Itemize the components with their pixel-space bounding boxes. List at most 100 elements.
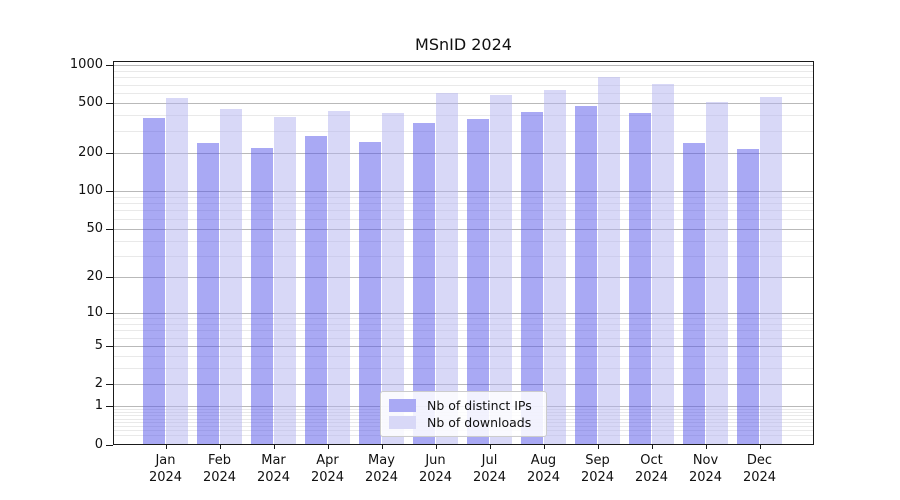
y-tick-mark-1	[106, 406, 113, 408]
bar-nb-of-downloads-feb-2024	[220, 108, 242, 444]
gridline-100	[114, 191, 813, 192]
plot-area: Nb of distinct IPs Nb of downloads	[113, 61, 814, 445]
bar-nb-of-distinct-ips-nov-2024	[683, 143, 705, 444]
y-tick-mark-100	[106, 191, 113, 192]
y-tick-mark-2	[106, 384, 113, 386]
x-tick-mark-may-2024	[381, 445, 383, 449]
y-tick-label-1: 1	[94, 398, 103, 414]
gridline-8	[114, 323, 813, 325]
gridline-40	[114, 240, 813, 242]
y-tick-label-10: 10	[86, 304, 103, 320]
gridline-5	[114, 346, 813, 348]
bar-nb-of-downloads-sep-2024	[598, 76, 620, 444]
gridline-700	[114, 84, 813, 86]
bar-nb-of-distinct-ips-apr-2024	[305, 135, 327, 444]
x-tick-mark-aug-2024	[543, 445, 545, 449]
y-tick-mark-50	[106, 228, 113, 230]
x-tick-mark-sep-2024	[597, 445, 599, 449]
y-tick-mark-1000	[106, 64, 113, 66]
x-tick-mark-feb-2024	[219, 445, 221, 449]
x-tick-label-jan-2024: Jan 2024	[148, 453, 183, 485]
y-tick-label-0: 0	[94, 436, 103, 452]
gridline-600	[114, 93, 813, 94]
gridline-6	[114, 337, 813, 339]
bar-nb-of-downloads-mar-2024	[274, 116, 296, 444]
y-tick-label-1000: 1000	[69, 56, 103, 72]
y-tick-label-50: 50	[86, 220, 103, 236]
bar-nb-of-downloads-oct-2024	[652, 84, 674, 444]
x-tick-label-aug-2024: Aug 2024	[526, 453, 561, 485]
bar-nb-of-distinct-ips-may-2024	[359, 142, 381, 444]
legend-item-downloads: Nb of downloads	[389, 415, 538, 430]
gridline-7	[114, 330, 813, 332]
x-tick-mark-nov-2024	[705, 445, 707, 449]
y-tick-mark-5	[106, 346, 113, 348]
bar-nb-of-downloads-nov-2024	[706, 101, 728, 444]
gridline-400	[114, 115, 813, 117]
gridline-4	[114, 356, 813, 358]
gridline-10	[114, 312, 813, 314]
gridline-60	[114, 218, 813, 220]
legend-label-distinct-ips: Nb of distinct IPs	[427, 398, 532, 413]
x-tick-label-nov-2024: Nov 2024	[688, 453, 723, 485]
gridline-500	[114, 103, 813, 104]
x-tick-label-sep-2024: Sep 2024	[580, 453, 615, 485]
bars-layer	[114, 62, 813, 444]
x-tick-mark-apr-2024	[327, 445, 329, 449]
gridline-200	[114, 153, 813, 155]
gridline-2	[114, 384, 813, 386]
gridline-90	[114, 196, 813, 198]
x-tick-mark-oct-2024	[651, 445, 653, 449]
bar-nb-of-distinct-ips-dec-2024	[737, 149, 759, 444]
bar-nb-of-distinct-ips-aug-2024	[521, 111, 543, 444]
chart-title: MSnID 2024	[415, 35, 512, 54]
legend-label-downloads: Nb of downloads	[427, 415, 532, 430]
bar-nb-of-downloads-jun-2024	[436, 93, 458, 444]
gridline-50	[114, 228, 813, 230]
x-tick-label-jul-2024: Jul 2024	[472, 453, 507, 485]
x-tick-mark-mar-2024	[273, 445, 275, 449]
bar-nb-of-downloads-jan-2024	[166, 97, 188, 444]
bar-nb-of-distinct-ips-jun-2024	[413, 122, 435, 444]
y-tick-label-5: 5	[94, 338, 103, 354]
x-tick-label-jun-2024: Jun 2024	[418, 453, 453, 485]
bar-nb-of-distinct-ips-sep-2024	[575, 106, 597, 444]
y-tick-label-20: 20	[86, 269, 103, 285]
legend: Nb of distinct IPs Nb of downloads	[380, 391, 547, 437]
gridline-20	[114, 277, 813, 279]
gridline-3	[114, 368, 813, 370]
gridline-900	[114, 70, 813, 72]
y-tick-mark-200	[106, 153, 113, 155]
y-tick-label-500: 500	[78, 95, 103, 110]
y-tick-label-100: 100	[78, 183, 103, 198]
bar-nb-of-distinct-ips-mar-2024	[251, 147, 273, 444]
x-tick-label-apr-2024: Apr 2024	[310, 453, 345, 485]
y-tick-mark-0	[106, 444, 113, 446]
gridline-80	[114, 203, 813, 205]
bar-nb-of-distinct-ips-feb-2024	[197, 143, 219, 444]
bar-nb-of-downloads-may-2024	[382, 112, 404, 444]
bar-nb-of-distinct-ips-jan-2024	[143, 118, 165, 444]
legend-swatch-distinct-ips	[389, 399, 416, 412]
bar-nb-of-downloads-dec-2024	[760, 96, 782, 444]
bar-nb-of-distinct-ips-jul-2024	[467, 118, 489, 444]
bar-nb-of-distinct-ips-oct-2024	[629, 112, 651, 444]
legend-item-distinct-ips: Nb of distinct IPs	[389, 398, 538, 413]
gridline-300	[114, 131, 813, 132]
bar-nb-of-downloads-apr-2024	[328, 110, 350, 444]
legend-swatch-downloads	[389, 416, 416, 429]
y-tick-mark-10	[106, 312, 113, 314]
x-tick-mark-dec-2024	[759, 445, 761, 449]
gridline-70	[114, 210, 813, 212]
x-tick-label-oct-2024: Oct 2024	[634, 453, 669, 485]
x-tick-mark-jan-2024	[165, 445, 167, 449]
y-tick-label-2: 2	[94, 376, 103, 392]
x-tick-mark-jul-2024	[489, 445, 491, 449]
x-tick-label-mar-2024: Mar 2024	[256, 453, 291, 485]
bar-nb-of-downloads-aug-2024	[544, 90, 566, 444]
x-tick-label-feb-2024: Feb 2024	[202, 453, 237, 485]
gridline-9	[114, 318, 813, 319]
gridline-800	[114, 77, 813, 79]
gridline-1000	[114, 64, 813, 66]
y-tick-mark-20	[106, 277, 113, 279]
